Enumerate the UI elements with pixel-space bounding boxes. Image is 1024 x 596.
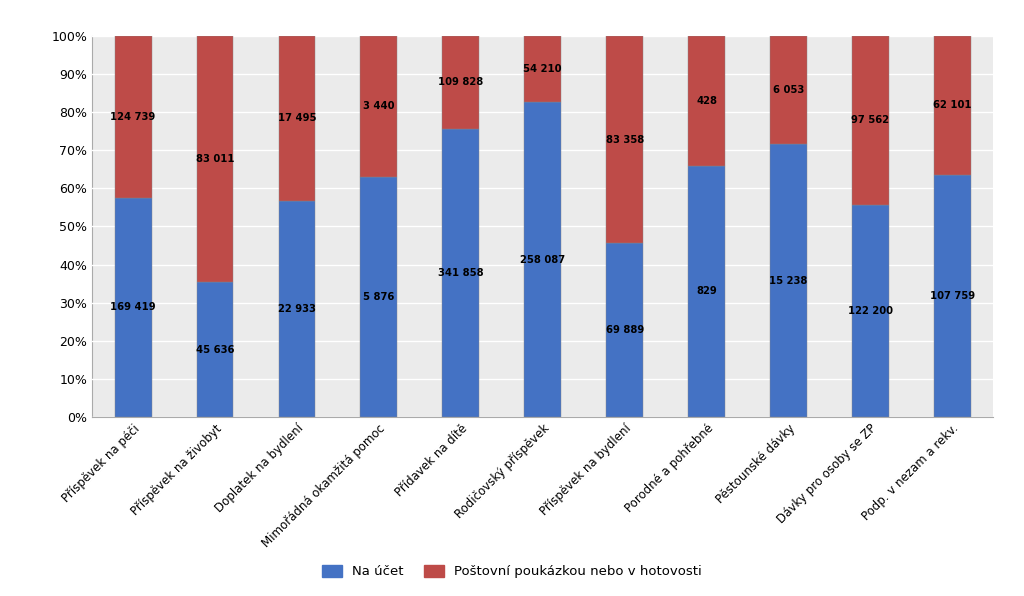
- Bar: [852, 205, 889, 417]
- Text: 22 933: 22 933: [279, 304, 315, 314]
- Bar: [688, 36, 725, 166]
- Bar: [442, 36, 479, 129]
- Bar: [524, 102, 561, 417]
- Text: 169 419: 169 419: [111, 302, 156, 312]
- Bar: [770, 36, 807, 144]
- Text: 83 358: 83 358: [605, 135, 644, 144]
- Bar: [934, 175, 971, 417]
- Text: 45 636: 45 636: [196, 344, 234, 355]
- Text: 341 858: 341 858: [438, 268, 483, 278]
- Bar: [524, 36, 561, 102]
- Text: 15 238: 15 238: [769, 276, 808, 285]
- Text: 107 759: 107 759: [930, 291, 975, 301]
- Bar: [934, 36, 971, 175]
- Text: 69 889: 69 889: [605, 325, 644, 335]
- Text: 122 200: 122 200: [848, 306, 893, 316]
- Text: 109 828: 109 828: [438, 77, 483, 87]
- Text: 17 495: 17 495: [278, 113, 316, 123]
- Bar: [606, 36, 643, 243]
- Text: 258 087: 258 087: [520, 254, 565, 265]
- Bar: [197, 36, 233, 282]
- Text: 6 053: 6 053: [773, 85, 804, 95]
- Bar: [115, 36, 152, 197]
- Text: 54 210: 54 210: [523, 64, 562, 74]
- Bar: [360, 36, 397, 176]
- Text: 5 876: 5 876: [364, 292, 394, 302]
- Bar: [279, 201, 315, 417]
- Bar: [115, 197, 152, 417]
- Bar: [770, 144, 807, 417]
- Text: 97 562: 97 562: [851, 116, 890, 125]
- Bar: [606, 243, 643, 417]
- Text: 124 739: 124 739: [111, 111, 156, 122]
- Bar: [360, 176, 397, 417]
- Bar: [197, 282, 233, 417]
- Bar: [279, 36, 315, 201]
- Legend: Na účet, Poštovní poukázkou nebo v hotovosti: Na účet, Poštovní poukázkou nebo v hotov…: [316, 560, 708, 583]
- Text: 3 440: 3 440: [364, 101, 394, 111]
- Text: 829: 829: [696, 287, 717, 296]
- Bar: [852, 36, 889, 205]
- Bar: [688, 166, 725, 417]
- Bar: [442, 129, 479, 417]
- Text: 428: 428: [696, 96, 717, 105]
- Text: 62 101: 62 101: [933, 101, 972, 110]
- Text: 83 011: 83 011: [196, 154, 234, 164]
